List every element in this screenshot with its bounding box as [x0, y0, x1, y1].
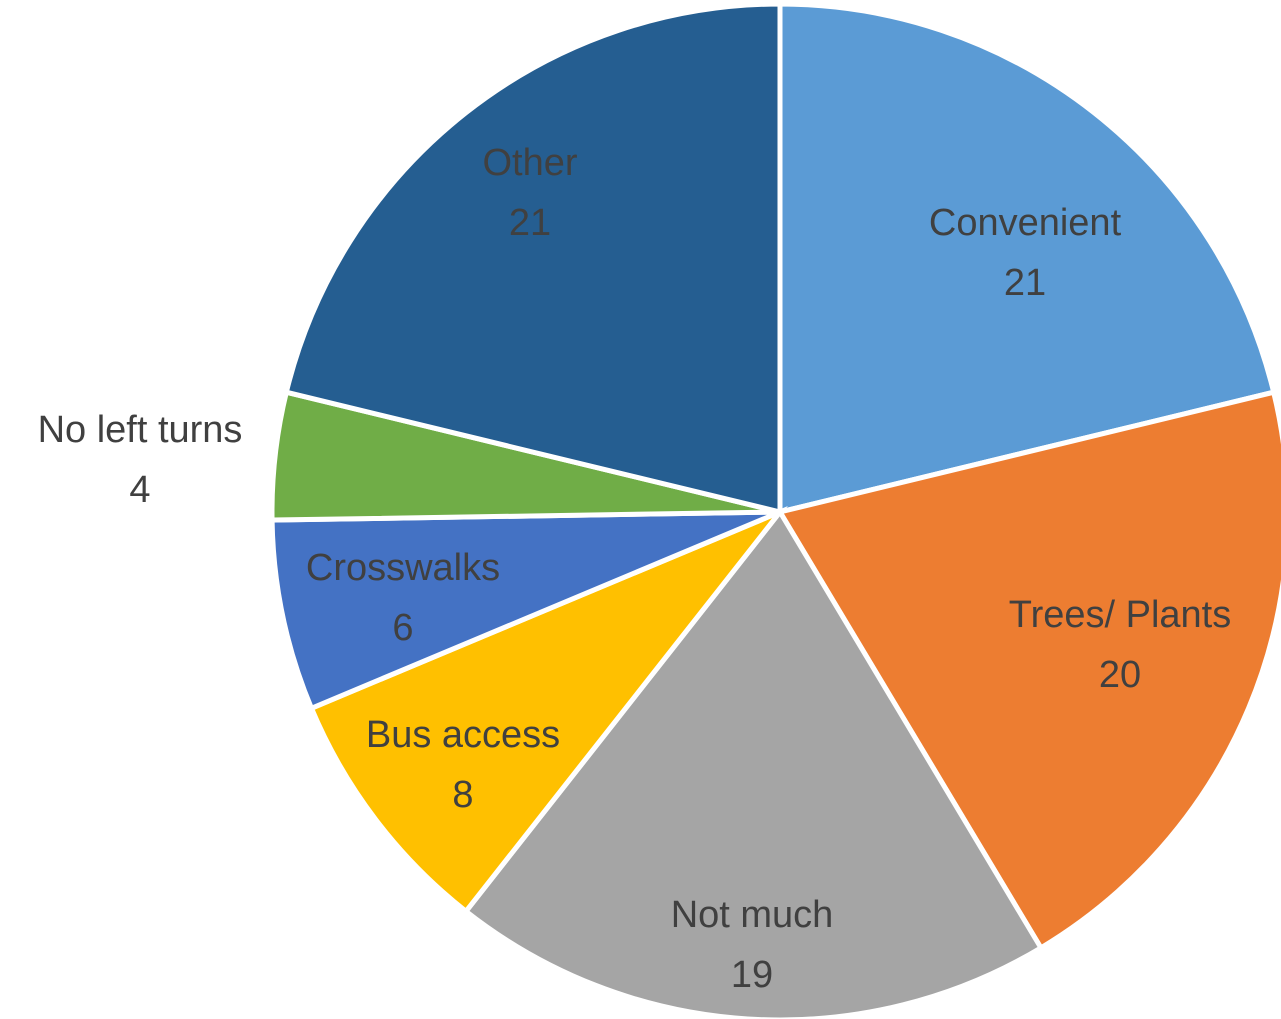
pie-slice-convenient — [777, 1, 1277, 516]
data-label-category-trees-plants: Trees/ Plants — [1009, 594, 1231, 636]
data-label-category-convenient: Convenient — [929, 202, 1122, 244]
pie-slice-other — [283, 1, 783, 516]
pie-labels: Convenient 21 Trees/ Plants 20 Not much 19 Bus… — [38, 142, 1232, 996]
data-label-value-bus-access: 8 — [452, 774, 473, 816]
data-label-category-no-left-turns: No left turns — [38, 409, 243, 451]
data-label-category-crosswalks: Crosswalks — [306, 547, 500, 589]
data-label-value-other: 21 — [509, 202, 551, 244]
data-label-value-crosswalks: 6 — [392, 607, 413, 649]
data-label-category-bus-access: Bus access — [366, 714, 560, 756]
data-label-value-not-much: 19 — [731, 954, 773, 996]
data-label-value-no-left-turns: 4 — [129, 469, 150, 511]
pie-slices — [269, 1, 1281, 1019]
data-label-category-other: Other — [482, 142, 577, 184]
pie-slice-bus-access — [308, 505, 788, 915]
data-label-value-convenient: 21 — [1004, 262, 1046, 304]
pie-slice-crosswalks — [269, 509, 781, 712]
data-label-value-trees-plants: 20 — [1099, 654, 1141, 696]
pie-slice-trees-plants — [776, 389, 1281, 952]
data-label-category-not-much: Not much — [671, 894, 834, 936]
